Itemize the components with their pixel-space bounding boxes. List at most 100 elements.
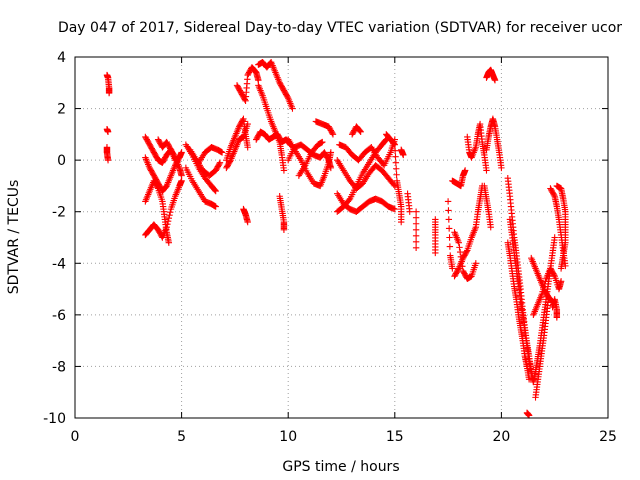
data-point: [553, 314, 561, 321]
data-point: [551, 234, 558, 241]
data-point: [105, 89, 113, 97]
data-point: [445, 207, 452, 214]
data-point: [557, 265, 565, 272]
data-point: [382, 137, 389, 144]
data-point: [400, 151, 407, 159]
data-point: [211, 187, 219, 194]
data-point: [392, 153, 399, 160]
data-point: [550, 191, 558, 199]
data-point: [498, 164, 505, 172]
data-point: [445, 225, 453, 232]
data-point: [463, 248, 470, 255]
y-tick-label: 4: [57, 50, 66, 66]
y-tick-label: 0: [57, 153, 66, 169]
data-point: [412, 232, 420, 239]
data-points: [103, 58, 569, 419]
data-point: [154, 184, 161, 191]
data-point: [412, 244, 420, 252]
data-point: [226, 158, 234, 165]
data-point: [412, 226, 420, 233]
x-tick-label: 5: [177, 429, 186, 445]
y-tick-label: -2: [52, 205, 66, 221]
data-point: [329, 131, 337, 138]
data-point: [393, 165, 400, 172]
data-point: [472, 260, 480, 267]
data-point: [244, 120, 251, 128]
data-point: [412, 214, 420, 221]
chart-title: Day 047 of 2017, Sidereal Day-to-day VTE…: [58, 20, 622, 36]
data-point: [391, 141, 398, 148]
axis-ticks: 0 5 10 15 20 25 -10 -8 -6 -4 -2 0 2 4: [43, 50, 617, 445]
data-point: [216, 160, 223, 168]
y-axis-label: SDTVAR / TECUs: [6, 180, 22, 295]
y-tick-label: -8: [52, 359, 66, 375]
data-point: [445, 216, 453, 223]
plot-frame: [74, 56, 609, 419]
data-point: [392, 159, 400, 166]
data-point: [241, 96, 249, 103]
y-tick-label: -10: [43, 411, 66, 427]
data-point: [432, 249, 439, 257]
data-point: [397, 218, 405, 226]
data-point: [446, 243, 454, 250]
data-point: [391, 205, 398, 213]
data-point: [461, 167, 469, 174]
x-tick-label: 25: [599, 429, 617, 445]
data-point: [244, 144, 251, 151]
data-point: [104, 156, 112, 164]
data-point: [550, 271, 558, 279]
x-axis-label: GPS time / hours: [282, 459, 399, 475]
data-point: [446, 234, 453, 241]
data-point: [449, 265, 456, 272]
data-point: [412, 208, 420, 215]
y-tick-label: -4: [52, 256, 66, 272]
data-point: [104, 128, 112, 135]
x-tick-label: 20: [492, 429, 510, 445]
data-point: [239, 116, 246, 124]
data-point: [483, 167, 490, 174]
data-point: [491, 77, 499, 84]
data-point: [212, 187, 219, 195]
data-point: [393, 171, 400, 178]
data-point: [167, 208, 174, 216]
x-tick-label: 0: [71, 429, 80, 445]
data-point: [357, 128, 364, 135]
data-point: [218, 149, 226, 156]
data-point: [329, 129, 336, 137]
data-point: [454, 266, 462, 273]
y-tick-label: 2: [57, 102, 66, 118]
data-point: [167, 145, 174, 152]
data-point: [444, 198, 452, 205]
data-point: [390, 140, 398, 148]
data-point: [244, 218, 251, 226]
data-point: [456, 248, 464, 256]
data-point: [178, 177, 185, 184]
data-point: [327, 149, 335, 156]
data-point: [280, 226, 288, 233]
data-point: [456, 244, 463, 251]
data-point: [345, 196, 353, 204]
data-point: [165, 239, 173, 246]
data-point: [289, 105, 296, 112]
data-point: [412, 238, 420, 245]
x-tick-label: 15: [386, 429, 404, 445]
data-point: [487, 223, 494, 231]
data-point: [557, 278, 565, 285]
data-point: [284, 93, 291, 101]
data-point: [356, 127, 364, 135]
data-point: [455, 239, 462, 246]
data-point: [412, 220, 420, 227]
data-point: [406, 208, 413, 215]
data-point: [212, 203, 219, 210]
data-point: [165, 214, 173, 222]
data-point: [216, 159, 224, 166]
data-point: [280, 167, 288, 174]
data-point: [391, 147, 399, 154]
data-point: [166, 211, 173, 219]
data-point: [319, 138, 326, 146]
y-tick-label: -6: [52, 308, 66, 324]
data-point: [178, 149, 185, 156]
data-point: [172, 156, 179, 164]
data-point: [327, 164, 335, 172]
